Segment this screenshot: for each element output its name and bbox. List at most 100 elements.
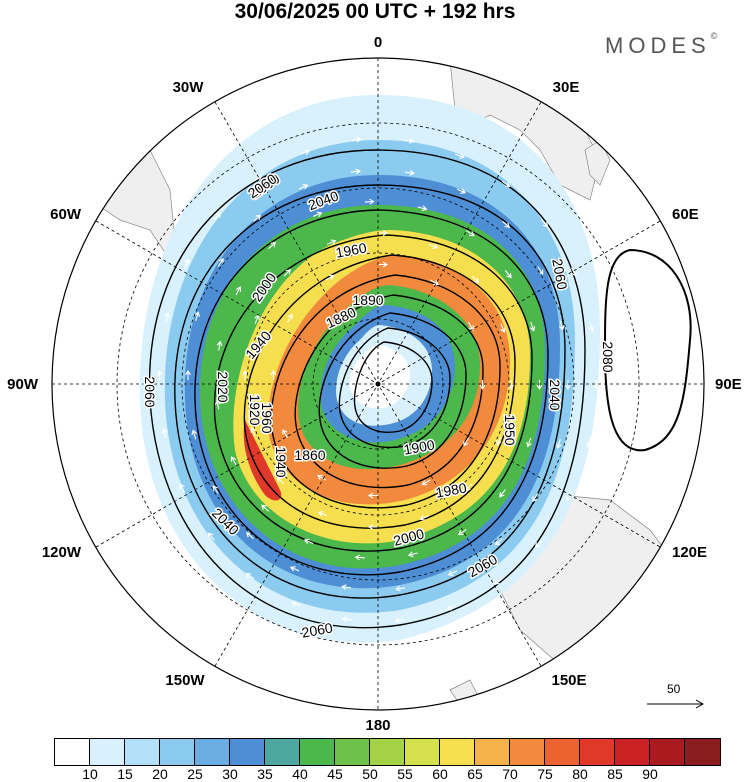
wind-vector-arrow [250,426,256,437]
band-70-left [243,420,282,501]
colorbar-label: 65 [467,766,483,782]
colorbar-label: 85 [607,766,623,782]
contour-label: 2040 [547,379,563,410]
wind-vector-arrow [242,369,248,380]
wind-vector-arrow [421,479,431,486]
wind-vector-arrow [395,585,406,592]
wind-vector-arrow [303,538,314,545]
wind-vector-arrow [558,320,565,331]
vector-reference-key: 50 [645,682,705,712]
wind-vector-arrow [588,322,595,332]
wind-vector-arrow [404,137,415,144]
wind-vector-arrow [194,311,201,321]
colorbar-labels: 10 15 20 25 30 35 40 45 50 55 60 65 70 75 80 85 90 [0,766,750,782]
lon-label-120w: 120W [41,544,81,561]
colorbar-swatch [615,739,650,765]
colorbar-label: 55 [397,766,413,782]
wind-vector-arrow [500,323,506,334]
contour-label: 2060 [142,376,158,407]
wind-vector-arrow [191,429,198,440]
colorbar-swatch [545,739,580,765]
map-boundary [51,57,705,711]
colorbar-label: 75 [537,766,553,782]
wind-vector-arrow [351,136,362,143]
colorbar-swatch [650,739,685,765]
wind-vector-arrow [364,198,375,205]
contour-label: 1940 [273,446,289,477]
colorbar-label: 80 [572,766,588,782]
wind-vector-arrow [537,266,544,275]
wind-vector-arrow [407,551,418,558]
contour-label: 1860 [294,447,325,463]
wind-vector-arrow [185,369,191,380]
wind-vector-arrow [156,369,163,380]
height-contours [148,149,692,629]
wind-vectors [156,136,600,624]
wind-vector-arrow [246,532,254,540]
arrow-right-icon [647,699,705,709]
colorbar-label: 35 [257,766,273,782]
wind-vector-arrow [585,437,592,448]
colorbar-swatch [265,739,300,765]
wind-vector-arrow [253,214,262,222]
colorbar-label: 70 [502,766,518,782]
wind-vector-arrow [367,492,378,499]
colorbar-swatch [335,739,370,765]
wind-vector-arrow [571,267,577,277]
colorbar-swatch [195,739,230,765]
wind-vector-arrow [378,230,389,236]
pole-marker [375,381,381,387]
wind-vector-arrow [419,515,430,521]
colorbar-label: 30 [222,766,238,782]
wind-vector-arrow [341,616,352,623]
wind-vector-arrow [555,439,562,449]
colorbar-swatch [125,739,160,765]
wind-vector-arrow [179,483,185,493]
wind-vector-arrow [325,274,335,281]
colorbar-label: 40 [292,766,308,782]
new-zealand-land [449,679,481,710]
wind-vector-arrow [502,220,510,228]
contour-1940 [294,294,484,489]
colorbar-label: 45 [327,766,343,782]
contour-label: 1960 [259,402,275,433]
contour-1900 [338,327,451,448]
wind-vector-arrow [394,617,405,624]
wind-vector-arrow [541,219,549,228]
wind-vector-arrow [463,437,469,447]
lon-label-150e: 150E [551,672,587,689]
colorbar-swatch [580,739,615,765]
contour-label: 1890 [352,292,383,308]
lon-label-120e: 120E [672,544,708,561]
contour-1920 [318,312,467,469]
lon-label-90e: 90E [715,376,742,393]
wind-vector-arrow [291,601,301,607]
colorbar-label: 20 [152,766,168,782]
colorbar-swatch [370,739,405,765]
wind-vector-arrow [593,380,600,391]
contour-1980 [243,254,516,529]
wind-vector-arrow [455,153,465,159]
wind-vector-arrow [230,456,237,466]
wind-vector-arrow [428,243,439,249]
contour-label: 2020 [215,371,231,402]
colorbar-label: 60 [432,766,448,782]
wind-vector-arrow [526,437,532,448]
contour-2060 [148,149,586,629]
wind-vector-arrow [566,491,572,502]
latitude-circle-outer [116,122,640,646]
contour-label: 2080 [600,341,616,372]
lon-label-150w: 150W [165,672,205,689]
wind-vector-arrow [529,321,536,332]
wind-vector-arrow [214,212,222,221]
wind-vector-arrow [499,489,506,498]
lon-label-60w: 60W [50,206,81,223]
contour-2000 [213,234,533,552]
wind-vector-arrow [300,149,310,156]
wind-vector-arrow [317,511,328,517]
lon-label-30w: 30W [172,79,204,96]
wind-vector-arrow [404,169,415,176]
wind-vector-arrow [501,180,511,188]
contour-1880 [353,341,433,433]
